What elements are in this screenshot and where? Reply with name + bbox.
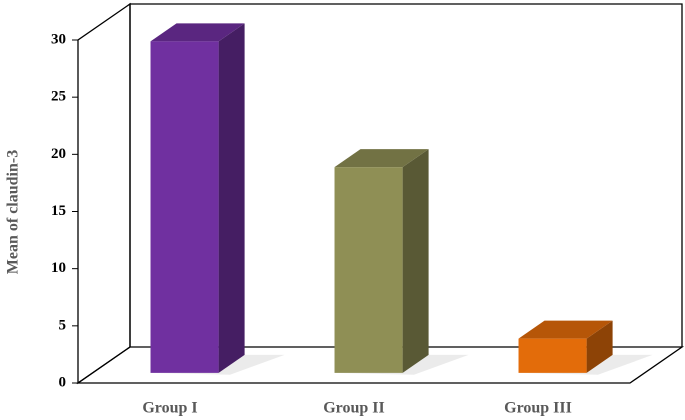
- bar-side: [586, 320, 613, 373]
- y-tick-label: 15: [51, 203, 66, 219]
- x-tick-label: Group III: [504, 400, 572, 417]
- bar-side: [402, 149, 429, 373]
- bar-top: [150, 23, 245, 42]
- y-tick-label: 30: [51, 31, 66, 47]
- x-tick-label: Group II: [323, 400, 385, 417]
- y-tick-label: 10: [51, 260, 66, 276]
- bar: [518, 338, 587, 373]
- bar-top: [518, 320, 613, 339]
- bar-side: [218, 23, 245, 373]
- y-axis-label: Mean of claudin-3: [5, 150, 22, 274]
- bar-top: [334, 149, 429, 168]
- y-tick-label: 20: [51, 146, 66, 162]
- y-tick-label: 5: [59, 317, 67, 333]
- bar: [334, 167, 403, 373]
- bar: [150, 41, 219, 373]
- x-tick-label: Group I: [142, 400, 197, 417]
- y-tick-label: 25: [51, 89, 66, 105]
- side-wall: [77, 2, 131, 385]
- y-tick-label: 0: [59, 374, 67, 390]
